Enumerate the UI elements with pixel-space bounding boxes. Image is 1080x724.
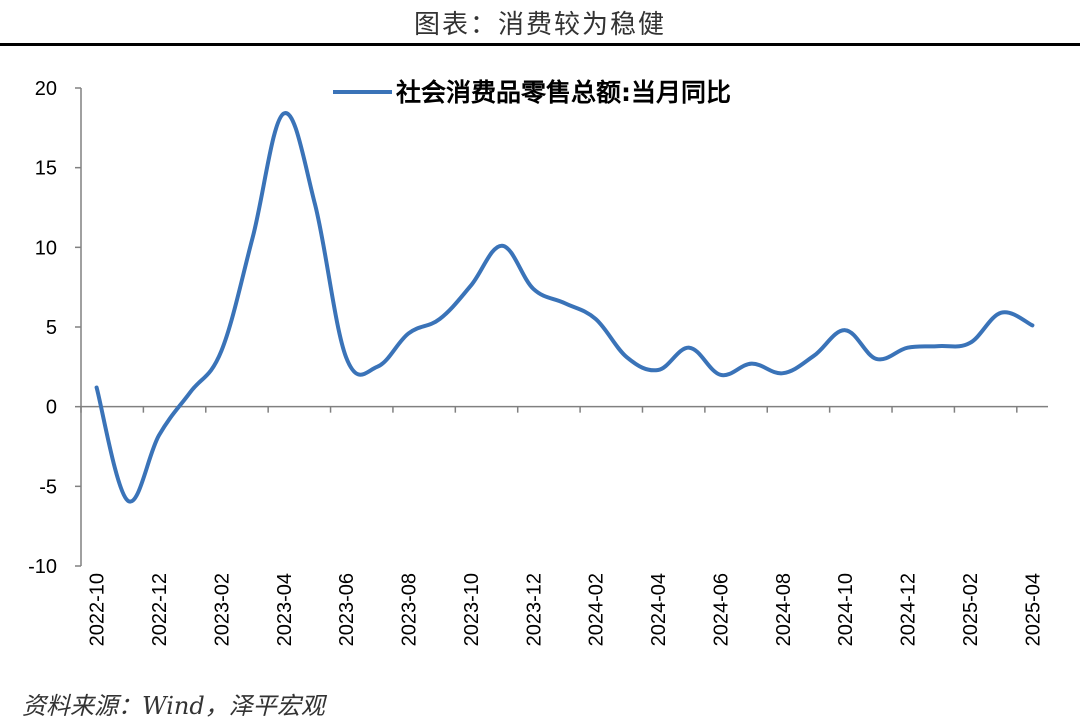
data-point [282,112,286,116]
x-tick-label: 2023-10 [461,573,483,646]
legend-label: 社会消费品零售总额:当月同比 [396,78,731,107]
x-tick-label: 2024-10 [835,573,857,646]
x-tick-label: 2022-10 [87,573,109,646]
y-tick-label: 10 [35,237,57,259]
x-tick-label: 2025-02 [960,573,982,646]
x-tick-label: 2023-02 [211,573,233,646]
data-point [937,344,941,348]
data-point [750,362,754,366]
x-tick-label: 2024-08 [773,573,795,646]
data-point [375,365,379,369]
data-point [95,386,99,390]
data-point [874,357,878,361]
x-axis-ticks: 2022-10 2022-12 2023-02 2023-04 2023-06 2023-… [80,406,1044,646]
data-point [625,355,629,359]
data-point [719,373,723,377]
source-note: 资料来源：Wind，泽平宏观 [22,692,325,720]
axes [80,88,1048,566]
x-tick-label: 2023-12 [523,573,545,646]
y-tick-label: -10 [28,556,57,578]
data-point [531,287,535,291]
data-point [126,499,130,503]
line-chart: -10 -5 0 5 10 15 20 2022-10 2022-12 2023-02 2023-… [28,78,1048,646]
data-point [594,317,598,321]
y-tick-label: 5 [46,317,57,339]
data-point [656,368,660,372]
data-point [563,301,567,305]
data-point [843,328,847,332]
data-point [251,236,255,240]
x-tick-label: 2023-06 [336,573,358,646]
data-point [313,202,317,206]
data-point [438,317,442,321]
data-point [407,331,411,335]
y-axis-ticks: -10 -5 0 5 10 15 20 [28,78,81,578]
data-point [344,355,348,359]
data-point [188,390,192,394]
series-layer [94,111,1035,504]
title-rule [0,43,1080,46]
data-point [219,349,223,353]
chart-title: 图表：消费较为稳健 [413,10,666,40]
y-tick-label: -5 [39,476,57,498]
y-tick-label: 0 [46,397,57,419]
data-point [812,354,816,358]
y-tick-label: 15 [35,158,57,180]
x-tick-label: 2024-04 [648,573,670,646]
y-tick-label: 20 [35,78,57,100]
data-point [906,346,910,350]
data-point [687,346,691,350]
data-point [968,341,972,345]
series-line [94,111,1035,504]
x-tick-label: 2023-08 [399,573,421,646]
x-tick-label: 2024-06 [710,573,732,646]
data-point [157,433,161,437]
x-tick-label: 2024-12 [898,573,920,646]
legend: 社会消费品零售总额:当月同比 [333,78,731,107]
data-point [500,244,504,248]
data-point [1030,323,1034,327]
data-point [469,284,473,288]
x-tick-label: 2022-12 [149,573,171,646]
data-point [999,311,1003,315]
x-tick-label: 2025-04 [1022,573,1044,646]
data-point [781,371,785,375]
x-tick-label: 2023-04 [274,573,296,646]
x-tick-label: 2024-02 [586,573,608,646]
